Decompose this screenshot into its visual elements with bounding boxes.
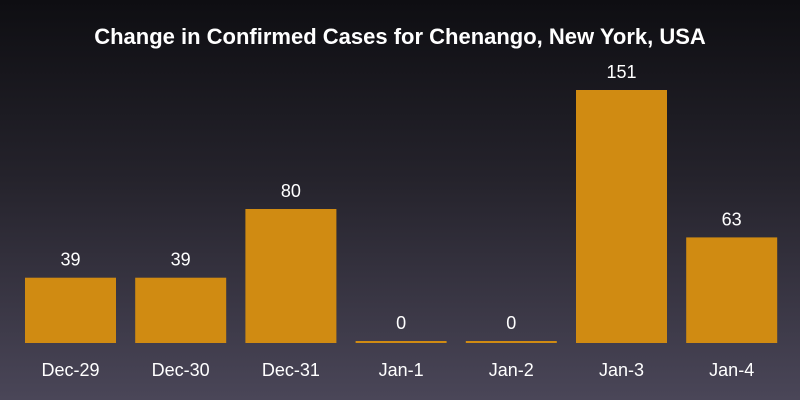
bar-dec-29 [25,277,116,343]
bar-jan-3 [576,90,667,343]
bar-jan-4 [686,237,778,343]
value-label-dec-30: 39 [171,250,191,270]
x-tick-label-dec-30: Dec-30 [152,360,210,380]
bars-layer [25,90,778,343]
value-label-jan-2: 0 [506,313,516,333]
bar-jan-2 [465,341,557,343]
bar-jan-1 [355,341,447,343]
value-labels-layer: 39 39 80 0 0 151 63 [60,62,741,333]
x-tick-label-dec-31: Dec-31 [262,360,320,380]
value-label-dec-31: 80 [281,181,301,201]
bar-dec-31 [245,209,337,343]
value-label-jan-3: 151 [606,62,636,82]
x-axis-tick-labels: Dec-29 Dec-30 Dec-31 Jan-1 Jan-2 Jan-3 Jan-4 [41,360,754,380]
x-tick-label-dec-29: Dec-29 [41,360,99,380]
chart-title: Change in Confirmed Cases for Chenango, … [94,24,706,49]
value-label-jan-1: 0 [396,313,406,333]
bar-dec-30 [135,277,227,343]
x-tick-label-jan-1: Jan-1 [379,360,424,380]
x-tick-label-jan-4: Jan-4 [709,360,754,380]
x-tick-label-jan-3: Jan-3 [599,360,644,380]
x-tick-label-jan-2: Jan-2 [489,360,534,380]
value-label-jan-4: 63 [722,209,742,229]
value-label-dec-29: 39 [60,250,80,270]
